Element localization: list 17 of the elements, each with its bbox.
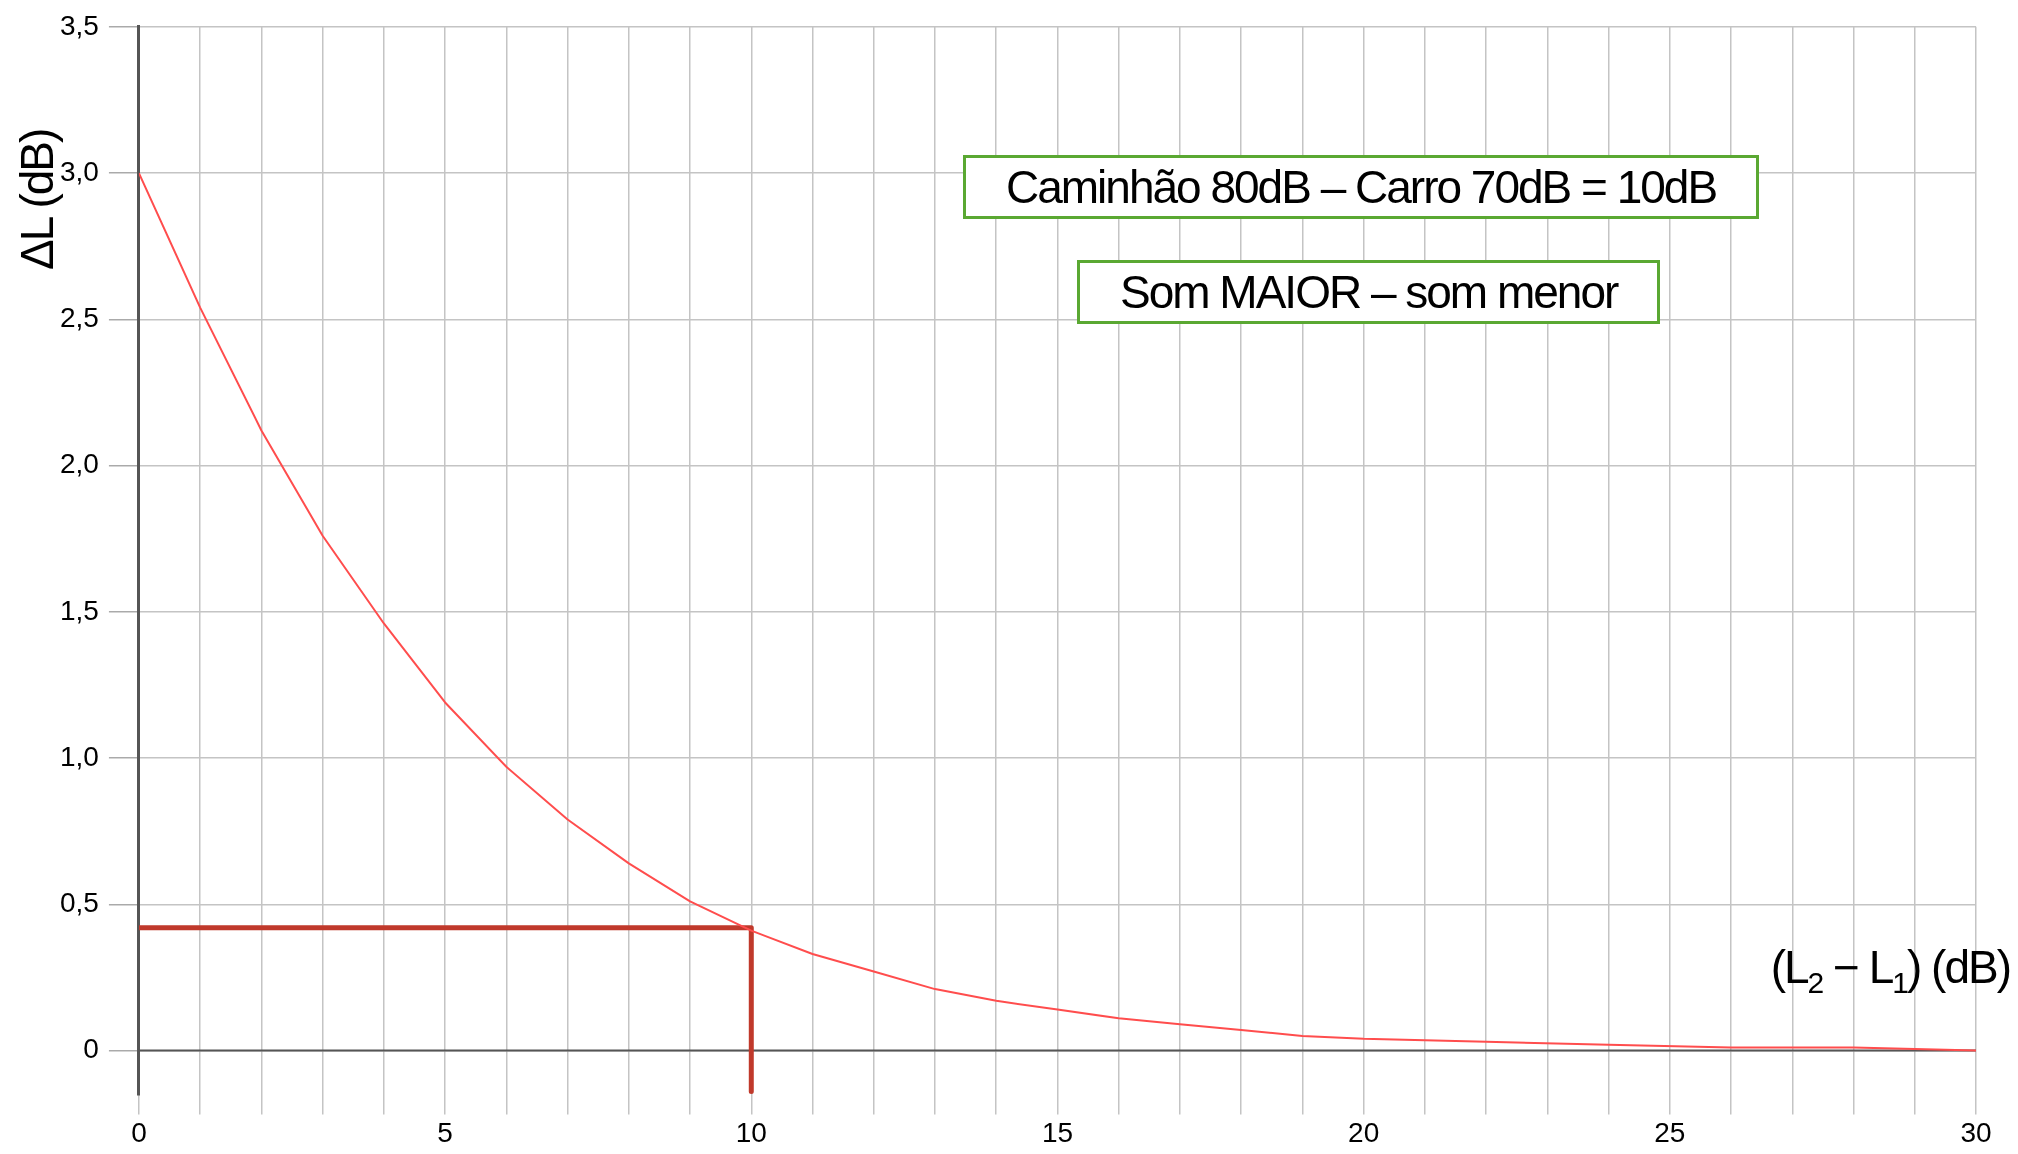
y-tick-label: 1,0 [59,740,99,772]
x-tick-label: 15 [1041,1116,1074,1148]
x-tick-label: 10 [735,1116,767,1148]
y-tick-label: 3,5 [59,9,99,41]
y-tick-label: 2,0 [59,448,99,480]
y-tick-label: 0,5 [59,887,99,918]
annotation: Som MAIOR – som menor [1077,260,1661,324]
x-axis-title: (L$_{2}$ − L$_{1}$) (dB) [1770,940,2010,1001]
y-tick-label: 1,5 [59,594,99,626]
x-tick-label: 25 [1654,1116,1686,1148]
annotation: Caminhão 80dB – Carro 70dB = 10dB [963,155,1760,219]
x-tick-label: 5 [437,1116,453,1148]
x-tick-label: 0 [131,1116,147,1148]
x-tick-label: 30 [1960,1116,1992,1148]
y-tick-label: 2,5 [59,302,99,334]
y-tick-label: 0 [83,1033,99,1065]
x-tick-label: 20 [1348,1116,1380,1148]
